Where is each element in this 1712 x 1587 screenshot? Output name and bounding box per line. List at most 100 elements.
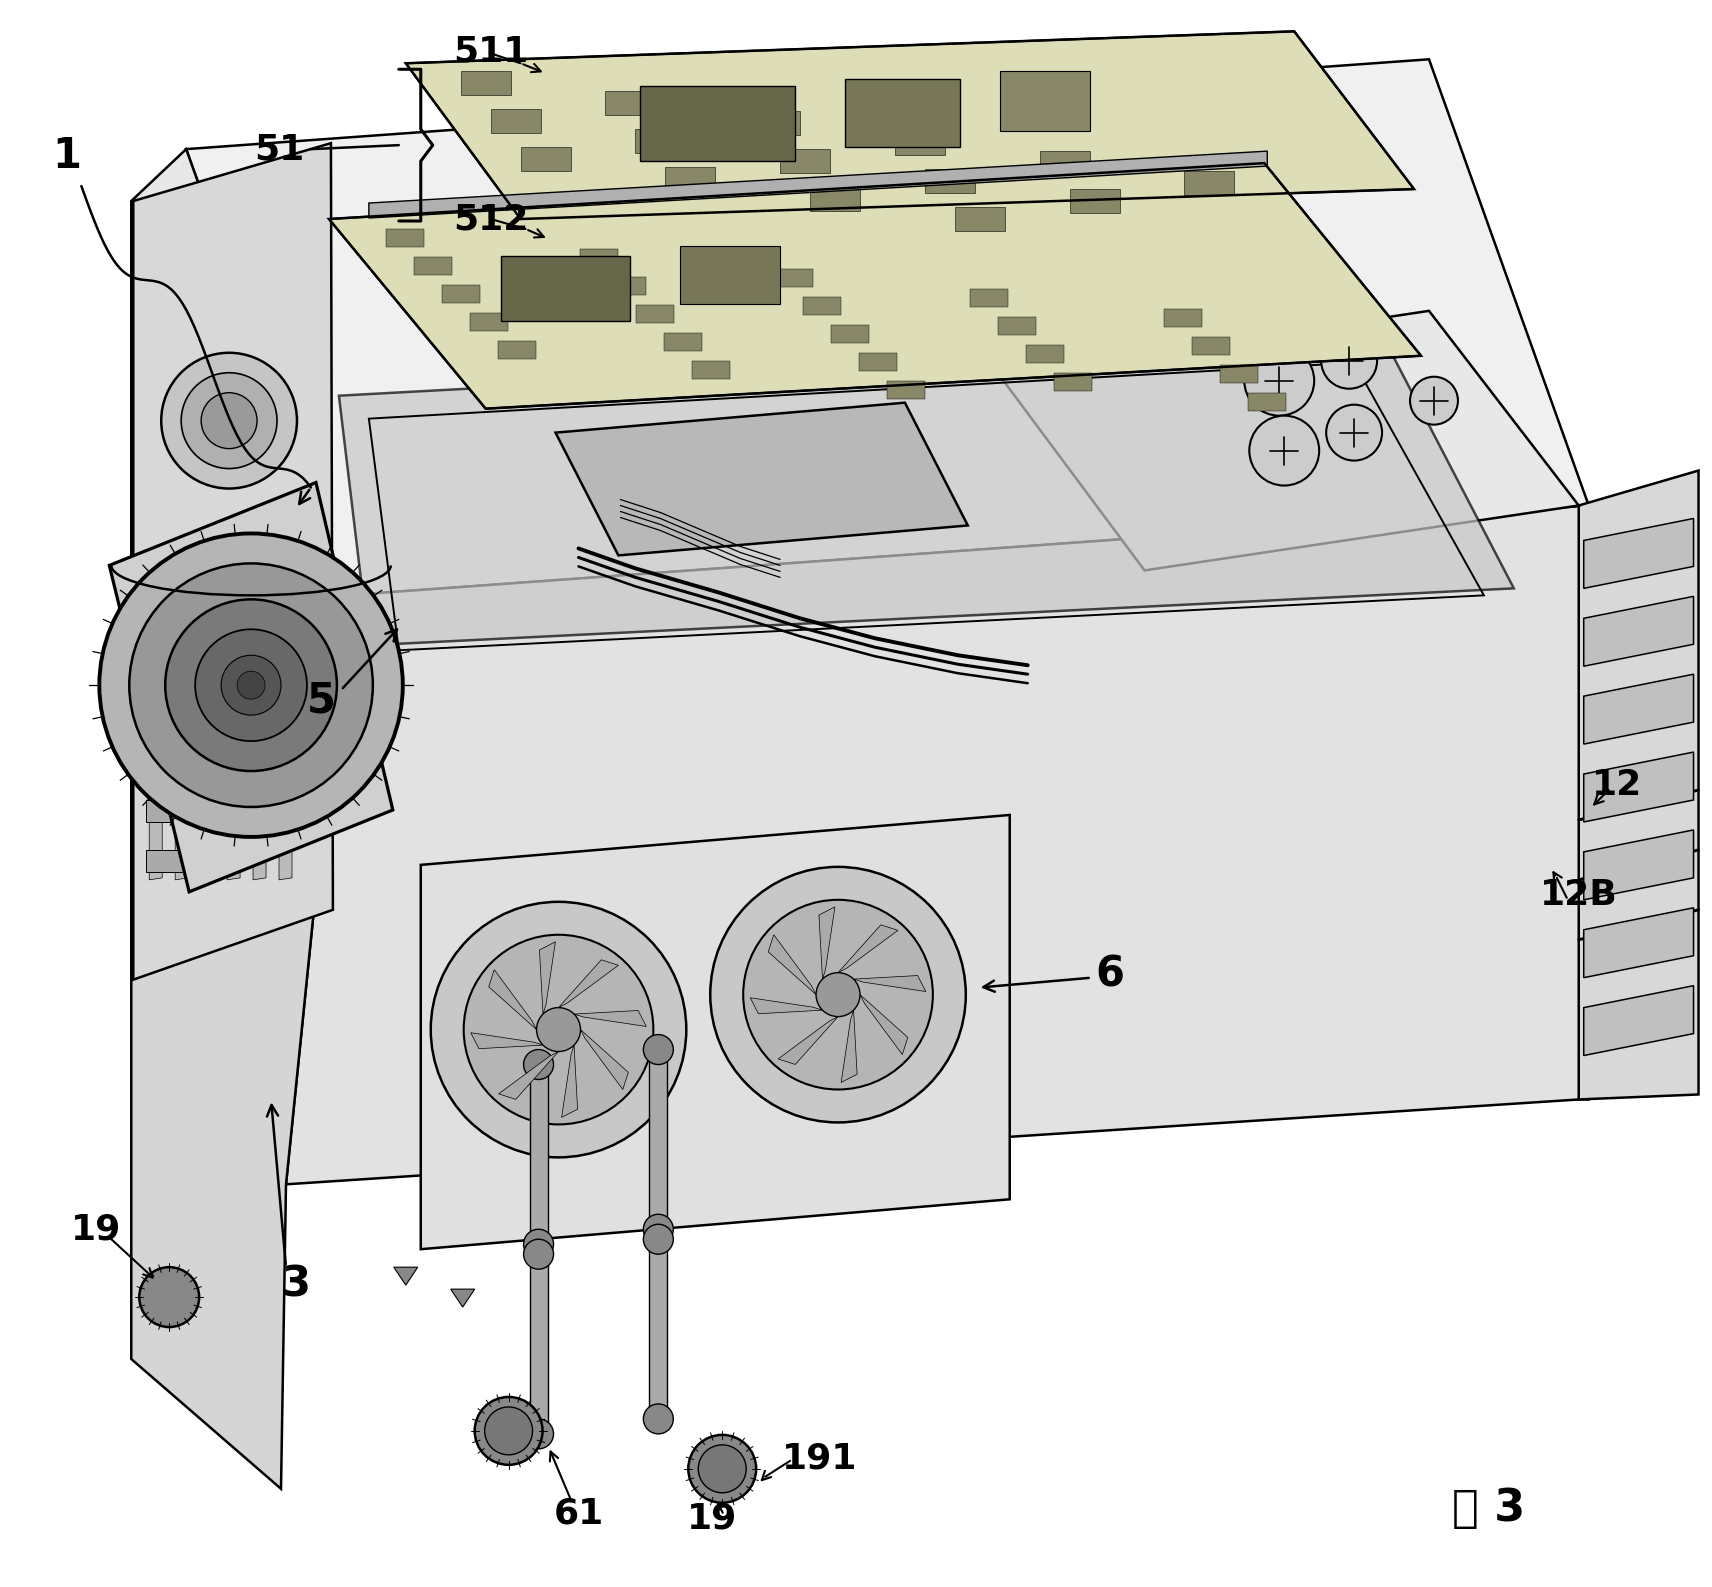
Bar — [1248, 392, 1286, 411]
Polygon shape — [132, 149, 346, 595]
Polygon shape — [558, 960, 618, 1008]
Bar — [461, 71, 510, 95]
Circle shape — [688, 1435, 757, 1503]
Circle shape — [166, 600, 337, 771]
Bar — [1221, 365, 1258, 382]
Bar — [498, 341, 536, 359]
Circle shape — [524, 1049, 553, 1079]
Bar — [664, 333, 702, 351]
Polygon shape — [580, 1030, 628, 1089]
Polygon shape — [406, 32, 1414, 219]
Circle shape — [710, 867, 966, 1122]
Circle shape — [195, 630, 306, 741]
Polygon shape — [110, 482, 392, 892]
Text: 5: 5 — [306, 679, 336, 720]
Bar — [998, 317, 1036, 335]
Bar — [810, 187, 859, 211]
Polygon shape — [228, 597, 240, 879]
Circle shape — [139, 1266, 199, 1327]
Polygon shape — [555, 403, 967, 555]
Circle shape — [431, 901, 687, 1157]
Bar — [608, 276, 647, 295]
Polygon shape — [498, 1052, 558, 1100]
Text: 12: 12 — [1592, 768, 1642, 801]
Circle shape — [474, 1397, 543, 1465]
Circle shape — [200, 392, 257, 449]
Circle shape — [817, 973, 859, 1017]
Polygon shape — [1584, 597, 1693, 667]
Polygon shape — [854, 976, 926, 992]
Bar — [1053, 373, 1092, 390]
Polygon shape — [175, 597, 188, 879]
Bar — [803, 297, 841, 314]
Circle shape — [644, 1404, 673, 1435]
Bar — [635, 129, 685, 152]
Bar — [442, 286, 479, 303]
Circle shape — [99, 533, 402, 836]
Polygon shape — [750, 998, 822, 1014]
Text: 61: 61 — [553, 1497, 604, 1531]
Bar — [680, 246, 781, 303]
Polygon shape — [200, 597, 214, 879]
Circle shape — [644, 1035, 673, 1065]
Polygon shape — [1584, 674, 1693, 744]
Bar — [846, 79, 960, 148]
Circle shape — [536, 1008, 580, 1052]
Polygon shape — [562, 1046, 577, 1117]
Bar — [1000, 71, 1089, 132]
Text: 6: 6 — [1096, 954, 1125, 995]
Polygon shape — [286, 506, 1589, 1184]
Polygon shape — [769, 935, 817, 995]
Text: 19: 19 — [72, 1212, 122, 1246]
Bar — [750, 111, 800, 135]
Bar — [776, 268, 813, 287]
Bar — [146, 851, 188, 871]
Circle shape — [524, 1419, 553, 1449]
Polygon shape — [841, 1011, 858, 1082]
Bar — [385, 229, 425, 248]
Bar — [1193, 336, 1231, 355]
Polygon shape — [132, 590, 346, 1489]
Circle shape — [221, 655, 281, 716]
Polygon shape — [818, 906, 835, 979]
Bar — [146, 551, 188, 573]
Bar — [1039, 151, 1089, 175]
Text: 191: 191 — [782, 1443, 858, 1476]
Circle shape — [698, 1444, 746, 1493]
Bar — [146, 751, 188, 771]
Polygon shape — [1578, 471, 1698, 1100]
Polygon shape — [574, 1011, 647, 1027]
Circle shape — [644, 1214, 673, 1244]
Bar — [469, 313, 508, 330]
Bar — [146, 700, 188, 722]
Polygon shape — [1000, 311, 1578, 570]
Bar — [924, 170, 974, 194]
Bar — [146, 600, 188, 622]
Bar — [529, 1065, 548, 1244]
Polygon shape — [149, 597, 163, 879]
Bar — [692, 360, 731, 379]
Bar — [606, 90, 656, 116]
Polygon shape — [1584, 908, 1693, 978]
Polygon shape — [1584, 519, 1693, 589]
Bar — [500, 256, 630, 321]
Text: 12B: 12B — [1539, 878, 1618, 913]
Text: 1: 1 — [51, 135, 80, 178]
Bar — [414, 257, 452, 275]
Polygon shape — [450, 1289, 474, 1308]
Polygon shape — [1584, 830, 1693, 900]
Bar — [955, 206, 1005, 232]
Polygon shape — [253, 597, 265, 879]
Polygon shape — [421, 816, 1010, 1249]
Bar — [491, 110, 541, 133]
Polygon shape — [1584, 752, 1693, 822]
Bar — [859, 352, 897, 371]
Polygon shape — [368, 151, 1267, 217]
Polygon shape — [488, 970, 536, 1030]
Circle shape — [1245, 346, 1315, 416]
Polygon shape — [394, 1266, 418, 1285]
Bar — [830, 325, 870, 343]
Text: 512: 512 — [454, 202, 529, 236]
Polygon shape — [839, 925, 897, 973]
Bar — [580, 249, 618, 267]
